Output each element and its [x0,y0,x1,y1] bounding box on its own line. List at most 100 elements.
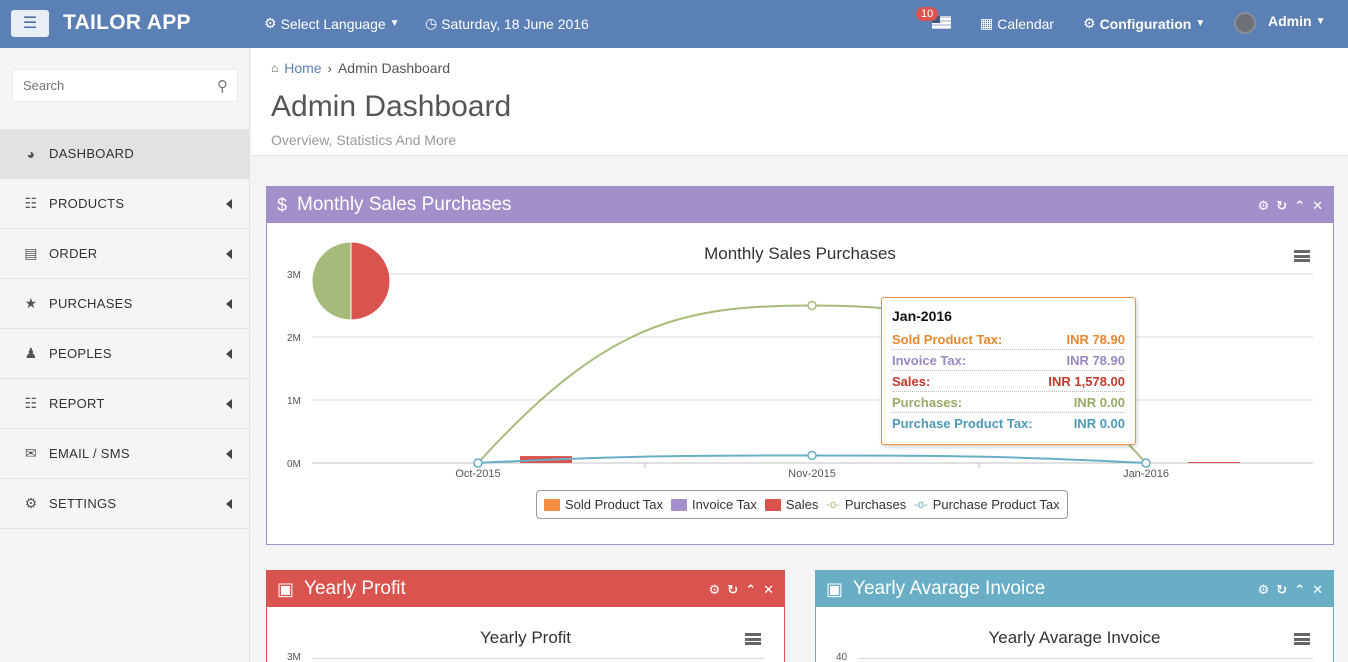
series-point [1141,458,1151,468]
sidebar-item-label: EMAIL / SMS [49,446,130,461]
chart-menu-icon[interactable] [745,633,761,645]
chevron-down-icon: ▼ [1195,18,1206,29]
legend-swatch: -o- [826,498,840,511]
legend-swatch [764,498,781,511]
legend-swatch: -o- [914,498,928,511]
collapse-icon[interactable]: ⌃ [745,582,757,597]
sidebar-item-settings[interactable]: ⚙ SETTINGS [0,479,250,529]
legend-item[interactable]: Sales [764,497,818,512]
y-tick-label: 2M [287,333,301,344]
users-icon: ♟ [24,345,38,361]
language-selector[interactable]: ⚙ Select Language ▼ [264,15,400,32]
sidebar-item-peoples[interactable]: ♟ PEOPLES [0,329,250,379]
legend-label: Purchase Product Tax [932,497,1060,512]
chart-menu-icon[interactable] [1294,633,1310,645]
avatar[interactable] [1234,12,1256,34]
legend-item[interactable]: -o- Purchase Product Tax [914,497,1059,512]
caret-left-icon [226,449,232,459]
tooltip-value: INR 1,578.00 [1048,373,1125,389]
tooltip-value: INR 78.90 [1066,352,1125,368]
dollar-icon: $ [277,194,288,215]
search-box: ⚲ [12,69,238,102]
panel-title: Yearly Profit [304,578,406,599]
chart-title: Yearly Avarage Invoice [988,628,1161,647]
refresh-icon[interactable]: ↻ [727,582,739,597]
configuration-label: Configuration [1099,15,1192,32]
series-point [473,458,483,468]
close-icon[interactable]: ✕ [1312,198,1323,213]
notification-badge[interactable]: 10 [916,7,939,21]
caret-left-icon [226,249,232,259]
sidebar-item-label: DASHBOARD [49,146,135,161]
tooltip-value: INR 0.00 [1073,416,1125,431]
tooltip-row: Purchase Product Tax: INR 0.00 [892,413,1125,434]
page-title: Admin Dashboard [271,90,512,123]
search-input[interactable] [13,70,203,101]
collapse-icon[interactable]: ⌃ [1294,582,1306,597]
breadcrumb-home-link[interactable]: Home [284,60,322,76]
chevron-right-icon: › [327,60,332,76]
money-icon: ▣ [277,578,295,599]
legend-item[interactable]: Invoice Tax [671,497,757,512]
panel-tools: ⚙ ↻ ⌃ ✕ [1258,198,1323,214]
server-icon: ▤ [24,245,38,261]
tooltip-value: INR 0.00 [1073,394,1125,410]
gear-icon[interactable]: ⚙ [708,582,721,597]
sidebar-toggle-button[interactable]: ☰ [11,10,49,37]
gear-icon[interactable]: ⚙ [1257,198,1270,213]
legend-label: Invoice Tax [692,497,757,512]
collapse-icon[interactable]: ⌃ [1294,198,1306,213]
user-menu[interactable]: Admin ▼ [1268,13,1325,29]
breadcrumb: ⌂ Home › Admin Dashboard [271,60,450,76]
sidebar-item-email-sms[interactable]: ✉ EMAIL / SMS [0,429,250,479]
refresh-icon[interactable]: ↻ [1276,582,1288,597]
current-date: ◷ Saturday, 18 June 2016 [425,15,589,32]
top-navbar: ☰ TAILOR APP ⚙ Select Language ▼ ◷ Satur… [0,0,1348,48]
sidebar-item-products[interactable]: ☷ PRODUCTS [0,179,250,229]
series-point [807,450,817,461]
tooltip-label: Sold Product Tax: [892,331,1003,347]
legend-label: Purchases [844,497,907,512]
sidebar-menu: ◕ DASHBOARD ☷ PRODUCTS ▤ ORDER ★ PURCHAS… [0,129,250,529]
cogs-icon: ⚙ [1083,15,1096,31]
calendar-icon: ▦ [980,15,994,31]
caret-left-icon [226,349,232,359]
tooltip-row: Sold Product Tax: INR 78.90 [892,329,1125,350]
date-label: Saturday, 18 June 2016 [441,15,589,32]
column-bar [1188,462,1240,463]
panel-title: Yearly Avarage Invoice [853,578,1046,599]
tooltip-value: INR 78.90 [1066,331,1125,347]
app-brand[interactable]: TAILOR APP [63,11,191,34]
sidebar-item-report[interactable]: ☷ REPORT [0,379,250,429]
x-tick-label: Jan-2016 [1123,468,1169,480]
search-icon[interactable]: ⚲ [217,78,228,95]
sidebar-item-order[interactable]: ▤ ORDER [0,229,250,279]
gear-icon[interactable]: ⚙ [1257,582,1270,597]
page-subtitle: Overview, Statistics And More [271,132,457,148]
legend-item[interactable]: -o- Purchases [826,497,906,512]
tooltip-label: Invoice Tax: [892,352,967,368]
close-icon[interactable]: ✕ [1312,582,1323,597]
sidebar-item-dashboard[interactable]: ◕ DASHBOARD [0,129,250,179]
close-icon[interactable]: ✕ [763,582,774,597]
star-icon: ★ [24,295,38,311]
panel-header: ▣ Yearly Profit ⚙ ↻ ⌃ ✕ [267,571,784,607]
configuration-menu[interactable]: ⚙ Configuration ▼ [1083,15,1205,32]
page-header: ⌂ Home › Admin Dashboard Admin Dashboard… [251,48,1348,156]
y-tick-label: 40 [836,652,848,662]
legend-swatch [671,498,688,511]
panel-tools: ⚙ ↻ ⌃ ✕ [709,582,774,598]
panel-title: Monthly Sales Purchases [297,194,512,215]
caret-left-icon [226,499,232,509]
pie-slice [311,241,352,321]
sidebar-item-purchases[interactable]: ★ PURCHASES [0,279,250,329]
yearly-profit-panel: ▣ Yearly Profit ⚙ ↻ ⌃ ✕ Yearly Profit 3M [266,570,785,662]
flag-icon[interactable] [932,16,951,29]
calendar-link[interactable]: ▦ Calendar [980,15,1054,32]
chart-menu-icon[interactable] [1294,250,1310,262]
x-tick-label: Oct-2015 [455,468,500,480]
legend-item[interactable]: Sold Product Tax [544,497,663,512]
y-tick-label: 3M [287,652,301,662]
refresh-icon[interactable]: ↻ [1276,198,1288,213]
sidebar-item-label: SETTINGS [49,496,117,511]
